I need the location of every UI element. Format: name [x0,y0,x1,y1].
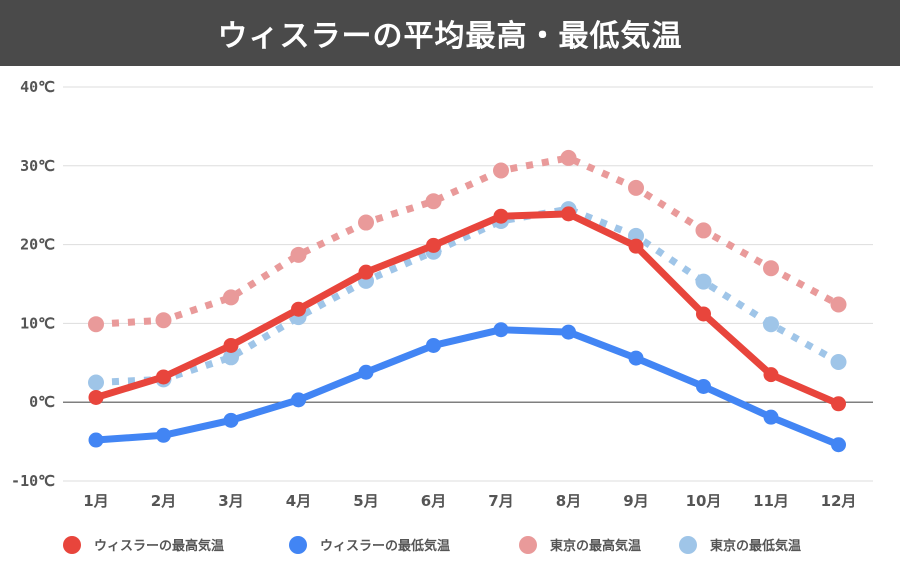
x-tick-label: 7月 [488,492,513,510]
data-point [88,432,104,448]
legend-marker [519,536,537,554]
x-tick-label: 3月 [218,492,243,510]
data-point [831,437,846,453]
data-point [695,222,712,239]
y-tick-label: -10℃ [11,472,55,490]
x-tick-label: 10月 [686,492,722,510]
legend-label: ウィスラーの最低気温 [320,538,450,554]
data-point [358,214,374,231]
y-tick-label: 20℃ [20,236,55,254]
data-point [696,306,711,322]
data-point [425,193,442,210]
data-point [561,324,576,340]
data-point [358,264,374,280]
y-tick-label: 40℃ [20,78,55,96]
x-tick-label: 12月 [821,492,857,510]
data-point [695,273,712,290]
data-point [763,409,779,425]
data-point [493,322,509,338]
x-tick-label: 2月 [151,492,176,510]
data-point [291,392,306,408]
data-point [763,316,779,333]
x-tick-label: 11月 [753,492,789,510]
data-point [831,396,846,412]
legend-label: 東京の最高気温 [550,538,641,554]
x-tick-label: 1月 [83,492,108,510]
data-point [493,162,509,179]
y-tick-label: 30℃ [20,157,55,175]
data-point [561,206,576,222]
series-line [94,210,840,407]
data-point [560,149,577,166]
legend-label: ウィスラーの最高気温 [94,538,224,554]
data-point [628,350,644,366]
data-point [223,412,239,428]
data-point [223,289,239,306]
data-point [156,427,171,443]
legend-marker [63,536,81,554]
legend-marker [679,536,697,554]
data-point [155,312,172,329]
data-point [493,208,509,224]
data-point [290,246,307,263]
x-tick-label: 9月 [623,492,648,510]
x-tick-label: 4月 [286,492,311,510]
data-point [426,237,441,253]
data-point [696,378,711,394]
data-point [88,389,104,405]
data-point [88,374,104,391]
legend-marker [289,536,307,554]
data-point [358,364,374,380]
y-tick-label: 0℃ [29,393,55,411]
data-point [628,238,644,254]
chart-title: ウィスラーの平均最高・最低気温 [0,0,900,66]
data-point [291,301,306,317]
data-point [223,337,239,353]
data-point [628,179,644,196]
legend-label: 東京の最低気温 [710,538,801,554]
data-point [426,337,441,353]
data-point [223,349,239,366]
data-point [763,367,779,383]
y-tick-label: 10℃ [20,314,55,332]
series-line [95,154,841,328]
data-point [156,369,171,385]
x-tick-label: 6月 [421,492,446,510]
series-line [95,326,840,448]
series-line [95,205,841,386]
x-tick-label: 5月 [353,492,378,510]
data-point [830,296,847,313]
data-point [763,260,779,277]
data-point [830,354,847,371]
x-tick-label: 8月 [556,492,581,510]
data-point [88,316,104,333]
